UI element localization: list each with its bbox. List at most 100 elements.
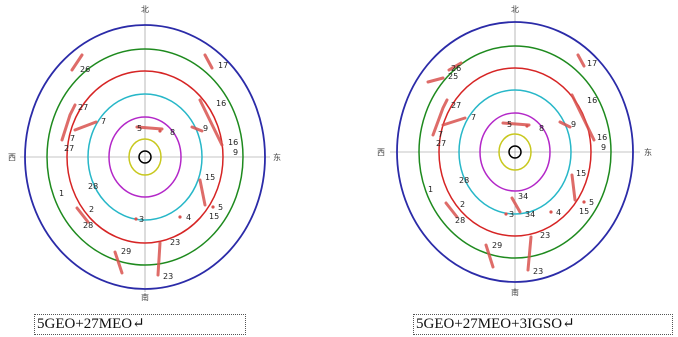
sat-point [134,217,138,221]
track-23 [156,241,162,277]
sat-label: 7 [438,130,443,139]
track-17 [203,53,214,70]
sat-label: 16 [587,96,597,105]
sat-point [549,210,553,214]
satellite-points [134,129,215,221]
ring-green [46,48,244,266]
track-9 [190,125,204,133]
sat-point [158,129,162,133]
sat-point [211,205,215,209]
satellite-labels: 26 25 17 27 7 16 5 8 9 7 27 16 9 28 15 1… [428,59,607,276]
caption-left: 5GEO+27MEO↵ [34,314,246,335]
sat-label: 26 [80,65,90,74]
satellite-labels: 26 17 27 7 16 5 8 9 7 27 16 9 28 15 1 2 … [59,61,238,281]
track-15 [198,178,207,207]
track-29 [484,243,495,269]
track-7 [441,116,467,127]
track-26 [70,53,84,72]
sat-label: 27 [64,144,74,153]
skyplot-right-svg: 北 南 西 东 26 25 [377,5,652,297]
center-marker [138,150,152,164]
sat-label: 17 [587,59,597,68]
sat-label: 29 [492,241,502,250]
south-label: 南 [141,292,149,302]
sat-label: 27 [451,101,461,110]
east-label: 东 [644,147,652,157]
skyplot-left-svg: 北 南 西 东 26 17 27 [8,5,281,302]
sat-label: 3 [139,215,144,224]
sat-label: 28 [83,221,93,230]
north-label: 北 [141,5,149,14]
elevation-rings [24,24,266,290]
sat-label: 26 [451,64,461,73]
track-7 [73,120,98,132]
ring-cyan [87,93,203,221]
sat-label: 16 [228,138,238,147]
sat-label: 9 [233,148,238,157]
track-5 [501,121,531,127]
skyplot-left: 北 南 西 东 26 17 27 [0,0,300,302]
west-label: 西 [8,153,16,162]
sat-label: 23 [170,238,180,247]
east-label: 东 [273,152,281,162]
sat-label: 17 [218,61,228,70]
satellite-tracks [426,53,596,272]
sat-label: 15 [205,173,215,182]
sat-label: 5 [137,124,142,133]
sat-point [504,212,508,216]
sat-label: 25 [448,72,458,81]
sat-label: 23 [163,272,173,281]
sat-label: 2 [89,205,94,214]
ring-magenta [479,112,551,192]
sat-label: 9 [601,143,606,152]
sat-label: 28 [455,216,465,225]
direction-labels: 北 南 西 东 [8,5,281,302]
track-16 [198,98,224,147]
sat-label: 9 [571,120,576,129]
skyplot-right: 北 南 西 东 26 25 [365,0,665,300]
direction-labels: 北 南 西 东 [377,5,652,297]
sat-label: 34 [518,192,528,201]
sat-label: 15 [209,212,219,221]
sat-label: 8 [170,128,175,137]
ring-red [438,67,592,237]
satellite-points [504,124,586,216]
sat-label: 16 [597,133,607,142]
elevation-rings [396,21,634,283]
track-26 [426,76,445,84]
sat-label: 29 [121,247,131,256]
sat-point [178,215,182,219]
sat-point [525,124,529,128]
ring-cyan [458,89,572,215]
axes [20,8,270,292]
track-25 [447,61,463,72]
sat-label: 34 [525,210,535,219]
sat-label: 7 [70,134,75,143]
sat-label: 27 [436,139,446,148]
south-label: 南 [511,287,519,297]
sat-label: 4 [186,213,191,222]
sat-label: 16 [216,99,226,108]
track-29 [113,250,124,275]
ring-horizon [396,21,634,283]
ring-green [418,45,612,259]
track-16 [570,93,596,142]
caption-right: 5GEO+27MEO+3IGSO↵ [413,314,673,335]
satellite-tracks [60,53,224,277]
west-label: 西 [377,148,385,157]
track-5 [135,125,164,131]
track-17 [576,53,586,68]
sat-label: 8 [539,124,544,133]
sat-label: 5 [507,120,512,129]
sat-label: 5 [218,203,223,212]
sat-label: 5 [589,198,594,207]
track-27 [431,98,449,137]
axes [390,8,640,292]
track-27 [60,103,77,142]
sat-label: 4 [556,208,561,217]
sat-point [582,200,586,204]
track-2 [444,201,459,219]
track-34 [510,196,522,214]
sat-label: 2 [460,200,465,209]
